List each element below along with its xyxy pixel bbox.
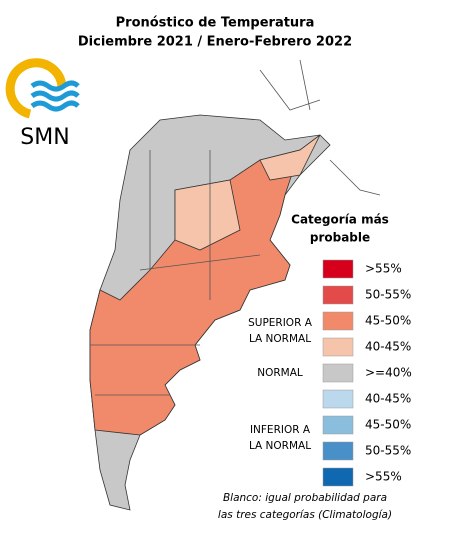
legend-label: 45-50% <box>365 314 411 328</box>
legend-label: 45-50% <box>365 418 411 432</box>
logo-text: SMN <box>20 125 69 150</box>
title-line: Diciembre 2021 / Enero-Febrero 2022 <box>78 35 352 50</box>
legend-swatch <box>322 467 354 487</box>
legend-swatch <box>322 389 354 409</box>
note: las tres categorías (Climatología) <box>218 509 392 521</box>
note: Blanco: igual probabilidad para <box>223 492 387 504</box>
legend-label: 40-45% <box>365 340 411 354</box>
legend-swatch <box>322 285 354 305</box>
group-label: LA NORMAL <box>249 440 311 452</box>
legend-label: 50-55% <box>365 444 411 458</box>
logo <box>5 58 80 119</box>
legend-title: Categoría más <box>291 213 389 227</box>
legend-label: 50-55% <box>365 288 411 302</box>
legend-swatch <box>322 311 354 331</box>
legend-swatch <box>322 337 354 357</box>
legend-swatch <box>322 441 354 461</box>
legend-label: >55% <box>365 470 402 484</box>
map <box>89 59 381 511</box>
group-label: INFERIOR A <box>250 424 311 436</box>
group-label: NORMAL <box>257 367 303 379</box>
legend-label: >=40% <box>365 366 412 380</box>
title-line: Pronóstico de Temperatura <box>116 16 315 31</box>
legend-title: probable <box>310 231 370 245</box>
legend-swatch <box>322 415 354 435</box>
group-label: SUPERIOR A <box>248 317 313 329</box>
legend-label: 40-45% <box>365 392 411 406</box>
legend-swatch <box>322 363 354 383</box>
legend-label: >55% <box>365 262 402 276</box>
group-label: LA NORMAL <box>249 333 311 345</box>
legend: >55% 50-55% 45-50% 40-45% SUPERIOR A LA NORMA… <box>248 259 412 487</box>
legend-swatch <box>322 259 354 279</box>
